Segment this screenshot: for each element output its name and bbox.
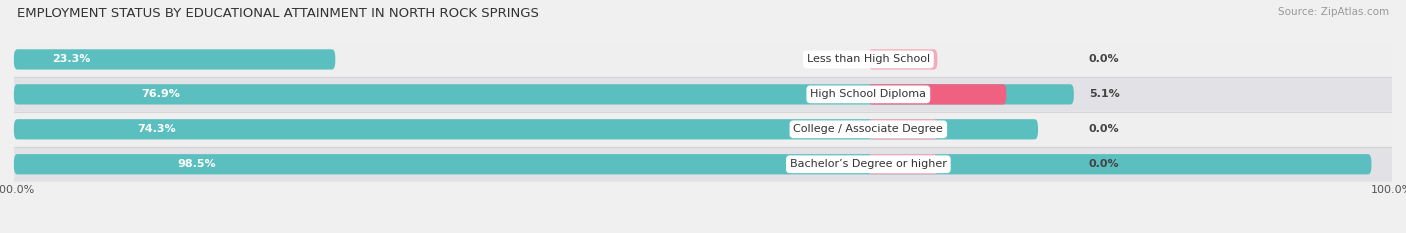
FancyBboxPatch shape [14, 84, 1074, 104]
Text: College / Associate Degree: College / Associate Degree [793, 124, 943, 134]
Text: 5.1%: 5.1% [1088, 89, 1119, 99]
FancyBboxPatch shape [14, 147, 1392, 182]
FancyBboxPatch shape [14, 77, 1392, 112]
Text: High School Diploma: High School Diploma [810, 89, 927, 99]
FancyBboxPatch shape [868, 49, 938, 69]
Text: 74.3%: 74.3% [136, 124, 176, 134]
FancyBboxPatch shape [868, 154, 938, 174]
Text: 0.0%: 0.0% [1088, 159, 1119, 169]
FancyBboxPatch shape [14, 49, 335, 69]
FancyBboxPatch shape [14, 112, 1392, 147]
Text: Bachelor’s Degree or higher: Bachelor’s Degree or higher [790, 159, 946, 169]
Text: 76.9%: 76.9% [141, 89, 180, 99]
FancyBboxPatch shape [14, 154, 1371, 174]
Text: Source: ZipAtlas.com: Source: ZipAtlas.com [1278, 7, 1389, 17]
FancyBboxPatch shape [14, 119, 1038, 139]
Text: 98.5%: 98.5% [177, 159, 215, 169]
Text: 23.3%: 23.3% [52, 55, 91, 64]
Text: EMPLOYMENT STATUS BY EDUCATIONAL ATTAINMENT IN NORTH ROCK SPRINGS: EMPLOYMENT STATUS BY EDUCATIONAL ATTAINM… [17, 7, 538, 20]
FancyBboxPatch shape [14, 42, 1392, 77]
Text: 0.0%: 0.0% [1088, 124, 1119, 134]
FancyBboxPatch shape [868, 119, 938, 139]
Text: 0.0%: 0.0% [1088, 55, 1119, 64]
FancyBboxPatch shape [868, 84, 1007, 104]
Text: Less than High School: Less than High School [807, 55, 929, 64]
